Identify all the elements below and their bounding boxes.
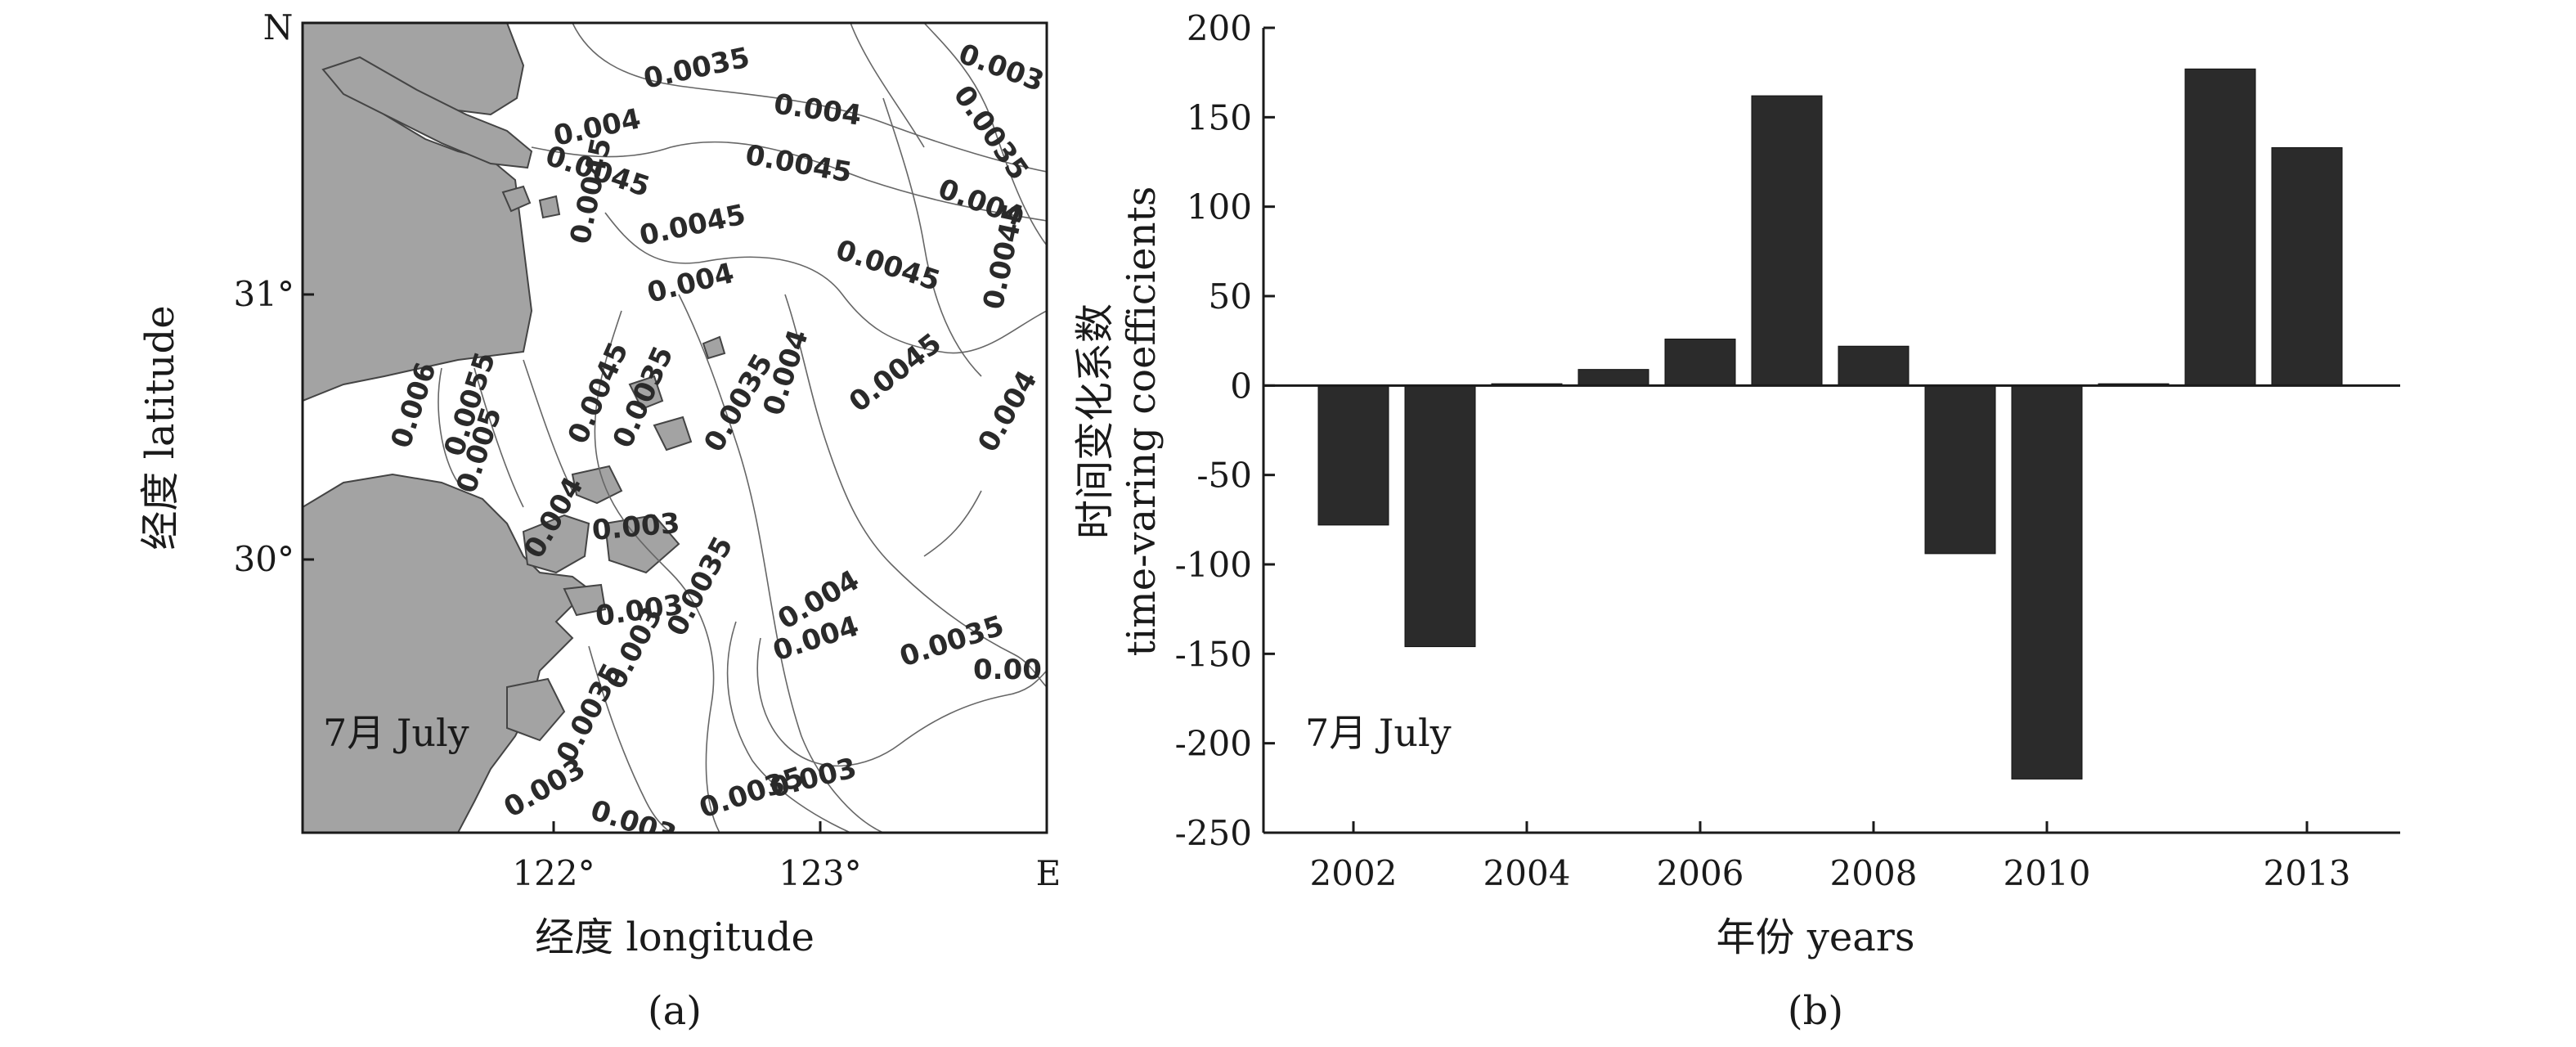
- island-small-2: [538, 195, 561, 219]
- y-tick-label: -250: [1175, 813, 1252, 853]
- island-zhoushan-8: [702, 335, 726, 360]
- chart-y-axis-title-en: time-varing coefficients: [1119, 186, 1165, 657]
- chart-x-axis-title: 年份 years: [1717, 914, 1915, 960]
- land-south: [303, 473, 590, 833]
- y-tick-label: -100: [1175, 545, 1252, 585]
- map-frame: [301, 21, 1048, 834]
- bar-2010: [2011, 384, 2083, 780]
- y-tick-label: -50: [1196, 456, 1252, 496]
- bar-2005: [1577, 369, 1649, 386]
- x-tick-label: 2004: [1483, 853, 1571, 893]
- y-tick-label: -150: [1175, 634, 1252, 674]
- bar-2013: [2271, 147, 2343, 386]
- map-month-label: 7月 July: [323, 711, 469, 755]
- island-small-1: [501, 185, 532, 213]
- x-tick-label: 2010: [2004, 853, 2091, 893]
- panel-a-label: (a): [648, 988, 702, 1034]
- y-tick-label: 150: [1187, 97, 1252, 137]
- bar-2007: [1751, 95, 1823, 386]
- bar-2012: [2184, 68, 2256, 386]
- bar-2008: [1838, 345, 1910, 386]
- island-chongming: [321, 56, 533, 169]
- island-zhoushan-7: [653, 416, 693, 452]
- lat-tick-label: 30°: [234, 539, 294, 579]
- x-tick-label: 2006: [1657, 853, 1744, 893]
- x-tick-label: 2013: [2264, 853, 2351, 893]
- y-tick-label: 50: [1209, 276, 1252, 317]
- map-ticks: [303, 293, 822, 833]
- map-y-axis-title: 经度 latitude: [137, 305, 183, 550]
- x-tick-label: 2008: [1830, 853, 1918, 893]
- y-axis-ticks: 200 150 100 50 0 -50 -100 -150 -200 -250: [1175, 8, 1275, 853]
- island-zhoushan-3: [604, 514, 680, 574]
- island-zhoushan-5: [506, 677, 566, 742]
- island-zhoushan-4: [563, 583, 607, 617]
- east-label: E: [1036, 853, 1061, 893]
- y-tick-label: 200: [1187, 8, 1252, 48]
- bar-2009: [1924, 384, 1996, 555]
- y-tick-label: -200: [1175, 724, 1252, 764]
- map-panel: 0.0035 0.003 0.004 0.004 0.0035 0.0045 0…: [137, 7, 1061, 1034]
- chart-y-axis-title-zh: 时间变化系数: [1072, 303, 1118, 539]
- lat-tick-label: 31°: [234, 274, 294, 314]
- panel-b-label: (b): [1788, 988, 1843, 1034]
- bar-chart-panel: 200 150 100 50 0 -50 -100 -150 -200 -250 2002 2004…: [1072, 8, 2400, 1034]
- lon-tick-label: 122°: [512, 853, 595, 893]
- map-x-axis-title: 经度 longitude: [535, 914, 815, 960]
- x-axis-ticks: 2002 2004 2006 2008 2010 2013: [1310, 821, 2351, 893]
- land-north: [303, 23, 533, 402]
- contour-lines: [438, 23, 1047, 833]
- x-tick-label: 2002: [1310, 853, 1398, 893]
- island-zhoushan-1: [522, 514, 590, 574]
- y-tick-label: 100: [1187, 187, 1252, 227]
- y-tick-label: 0: [1230, 366, 1252, 406]
- north-label: N: [263, 7, 294, 47]
- bar-series: [1317, 68, 2343, 780]
- bar-2003: [1404, 384, 1476, 648]
- bar-2002: [1317, 384, 1389, 526]
- chart-month-label: 7月 July: [1305, 711, 1452, 755]
- island-zhoushan-6: [628, 375, 664, 411]
- bar-2006: [1664, 338, 1736, 386]
- contour-label: 0.003: [590, 507, 681, 547]
- contour-label: 0.00: [973, 654, 1042, 686]
- lon-tick-label: 123°: [779, 853, 861, 893]
